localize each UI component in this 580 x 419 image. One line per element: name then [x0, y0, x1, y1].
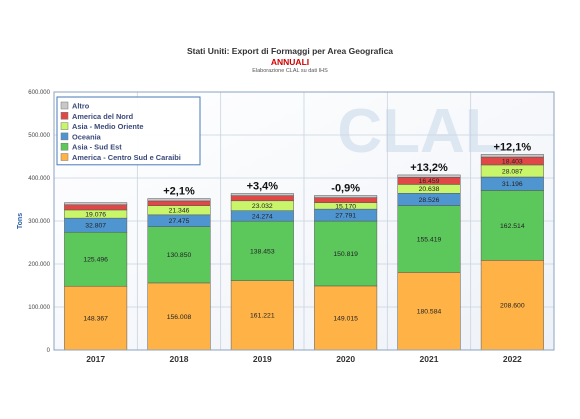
y-tick-label: 300.000 — [28, 219, 50, 225]
bar-segment — [230, 280, 294, 351]
legend-swatch — [60, 101, 69, 110]
bar-segment — [314, 197, 378, 203]
value-label: 31.196 — [502, 181, 523, 188]
x-tick-label: 2017 — [86, 354, 105, 364]
y-tick-label: 400.000 — [28, 176, 50, 182]
x-tick-label: 2018 — [170, 354, 189, 364]
value-label: 149.015 — [333, 315, 358, 322]
value-label: 16.459 — [419, 178, 440, 185]
bar-segment — [397, 174, 461, 178]
value-label: 19.076 — [85, 211, 106, 218]
legend-entry: Altro — [72, 102, 90, 111]
legend-swatch — [60, 132, 69, 141]
value-label: 161.221 — [250, 313, 275, 320]
growth-annotation: +13,2% — [410, 162, 448, 174]
legend-entry: Asia - Sud Est — [72, 143, 122, 152]
bar-segment — [147, 198, 211, 202]
value-label: 27.475 — [169, 218, 190, 225]
bar-segment — [480, 154, 544, 158]
value-label: 28.526 — [419, 197, 440, 204]
chart-subtitle: ANNUALI — [270, 57, 310, 67]
bar-segment — [64, 202, 128, 206]
bar-segment — [314, 195, 378, 198]
legend-entry: Asia - Medio Oriente — [72, 122, 143, 131]
value-label: 21.346 — [169, 208, 190, 215]
y-tick-label: 100.000 — [28, 305, 50, 311]
growth-annotation: +3,4% — [247, 180, 279, 192]
value-label: 32.807 — [85, 223, 106, 230]
bar-segment — [480, 190, 544, 261]
bar-segment — [64, 204, 128, 211]
bar-segment — [314, 285, 378, 351]
watermark-logo: CLAL — [337, 97, 502, 166]
value-label: 155.419 — [417, 236, 442, 243]
value-label: 20.638 — [419, 186, 440, 193]
bar-segment — [147, 226, 211, 284]
bar-segment — [147, 200, 211, 206]
value-label: 18.403 — [502, 158, 523, 165]
bar-segment — [480, 260, 544, 351]
plot-border — [53, 91, 555, 351]
y-tick-label: 500.000 — [28, 133, 50, 139]
bar-segment — [230, 220, 294, 281]
x-tick-label: 2020 — [336, 354, 355, 364]
growth-annotation: +12,1% — [494, 141, 532, 153]
value-label: 150.819 — [333, 251, 358, 258]
legend-swatch — [60, 142, 69, 151]
value-label: 162.514 — [500, 223, 525, 230]
value-label: 23.032 — [252, 203, 273, 210]
y-tick-label: 0 — [47, 348, 51, 354]
x-tick-label: 2019 — [253, 354, 272, 364]
y-tick-label: 200.000 — [28, 262, 50, 268]
growth-annotation: -0,9% — [331, 183, 360, 195]
legend-entry: Oceania — [72, 132, 102, 141]
bar-segment — [314, 220, 378, 287]
chart-title: Stati Uniti: Export di Formaggi per Area… — [186, 46, 394, 56]
x-tick-label: 2022 — [503, 354, 522, 364]
bar-segment — [397, 205, 461, 273]
value-label: 130.850 — [167, 252, 192, 259]
y-tick-label: 600.000 — [28, 90, 50, 96]
legend-entry: America - Centro Sud e Caraibi — [72, 153, 181, 162]
title-block: Stati Uniti: Export di Formaggi per Area… — [0, 46, 580, 76]
y-axis-label: Tons — [17, 213, 24, 229]
value-label: 15.170 — [335, 203, 356, 210]
bar-segment — [230, 195, 294, 202]
value-label: 27.791 — [335, 212, 356, 219]
value-label: 148.367 — [83, 316, 108, 323]
bar-segment — [230, 193, 294, 196]
value-label: 125.496 — [83, 257, 108, 264]
growth-annotation: +2,1% — [163, 186, 195, 198]
value-label: 180.584 — [417, 309, 442, 316]
value-label: 138.453 — [250, 248, 275, 255]
legend-swatch — [60, 153, 69, 161]
value-label: 24.274 — [252, 213, 273, 220]
legend-box — [56, 96, 201, 166]
value-label: 208.600 — [500, 303, 525, 310]
x-tick-label: 2021 — [420, 354, 439, 364]
legend-entry: America del Nord — [72, 112, 134, 121]
value-label: 28.087 — [502, 168, 523, 175]
bar-segment — [147, 282, 211, 351]
value-label: 156.008 — [167, 314, 192, 321]
legend-swatch — [60, 122, 69, 130]
legend-swatch — [60, 112, 69, 120]
chart-source: Elaborazione CLAL su dati IHS — [252, 68, 328, 74]
bar-segment — [397, 272, 461, 351]
